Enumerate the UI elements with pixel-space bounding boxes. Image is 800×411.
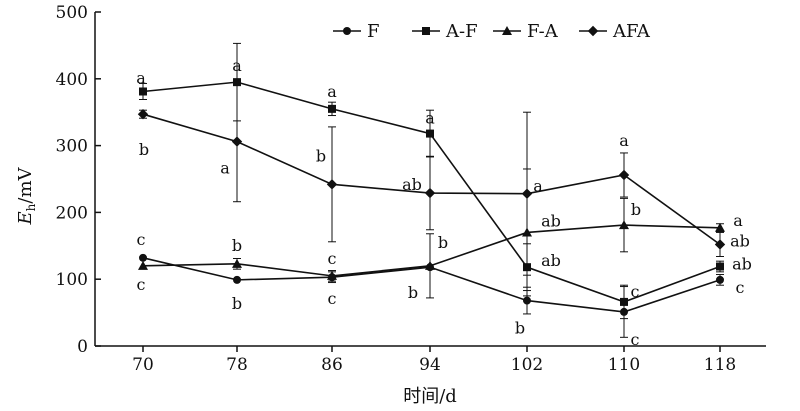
point-a-f-70 xyxy=(139,87,147,96)
sig-label-a-f-110: c xyxy=(631,282,640,301)
sig-label-f-a-110: b xyxy=(631,200,641,219)
sig-label-f-78: b xyxy=(232,294,242,313)
point-a-f-86 xyxy=(328,104,336,113)
x-tick-label-78: 78 xyxy=(226,355,248,375)
x-ticks: 70 78 86 94 102 110 118 xyxy=(132,346,736,375)
sig-label-a-f-102: ab xyxy=(541,251,561,270)
y-tick-label-100: 100 xyxy=(56,270,88,290)
point-f-a-110 xyxy=(619,220,629,230)
point-f-110 xyxy=(620,307,628,316)
legend-marker-a-f xyxy=(422,27,430,35)
y-tick-label-500: 500 xyxy=(56,3,88,23)
sig-label-a-f-118: ab xyxy=(732,255,752,274)
point-f-118 xyxy=(716,275,724,284)
legend-label-f: F xyxy=(367,21,380,42)
legend-label-f-a: F-A xyxy=(527,21,559,42)
sig-label-afa-110: a xyxy=(619,131,629,150)
point-afa-86 xyxy=(326,179,338,190)
point-f-a-102 xyxy=(522,227,532,237)
point-f-a-118 xyxy=(715,222,725,232)
sig-label-f-102: b xyxy=(515,319,525,338)
point-afa-70 xyxy=(137,109,149,120)
sig-label-f-110: c xyxy=(631,330,640,349)
x-tick-label-102: 102 xyxy=(511,355,543,375)
sig-label-f-a-86: c xyxy=(328,289,337,308)
y-ticks: 0 100 200 300 400 500 xyxy=(56,3,101,357)
legend-label-afa: AFA xyxy=(612,21,651,42)
y-tick-label-300: 300 xyxy=(56,137,88,157)
sig-label-a-f-78: a xyxy=(232,56,242,75)
sig-label-f-a-94: b xyxy=(438,233,448,252)
sig-label-afa-118: ab xyxy=(730,231,750,250)
y-axis-title: Eh/mV xyxy=(15,167,38,226)
legend-marker-f-a xyxy=(502,26,512,35)
legend-marker-afa xyxy=(587,25,599,37)
point-a-f-102 xyxy=(523,263,531,272)
point-f-a-78 xyxy=(232,258,242,268)
point-f-a-70 xyxy=(138,260,148,270)
sig-label-f-a-70: c xyxy=(137,275,146,294)
point-afa-78 xyxy=(231,136,243,147)
y-tick-label-0: 0 xyxy=(77,337,88,357)
y-tick-label-400: 400 xyxy=(56,70,88,90)
point-afa-118 xyxy=(714,239,726,250)
x-tick-label-94: 94 xyxy=(419,355,441,375)
point-f-a-86 xyxy=(327,270,337,280)
sig-label-f-a-118: a xyxy=(733,211,743,230)
sig-label-f-86: c xyxy=(328,249,337,268)
sig-label-afa-94: ab xyxy=(402,175,422,194)
x-tick-label-86: 86 xyxy=(321,355,343,375)
svg-text:Eh/mV: Eh/mV xyxy=(15,167,38,226)
point-a-f-110 xyxy=(620,297,628,306)
y-axis-title-sub: h xyxy=(24,203,38,211)
point-f-102 xyxy=(523,296,531,305)
sig-label-afa-70: b xyxy=(139,140,149,159)
y-tick-label-200: 200 xyxy=(56,203,88,223)
point-f-78 xyxy=(233,275,241,284)
sig-label-f-70: c xyxy=(137,230,146,249)
y-axis-title-main: E xyxy=(15,211,36,225)
x-tick-label-118: 118 xyxy=(704,355,736,375)
sig-label-a-f-86: a xyxy=(327,82,337,101)
series-markers xyxy=(137,78,726,316)
sig-label-f-118: c xyxy=(736,278,745,297)
point-f-70 xyxy=(139,253,147,262)
y-axis-title-unit: /mV xyxy=(15,167,36,204)
legend: F A-F F-A AFA xyxy=(333,21,651,42)
x-axis-title: 时间/d xyxy=(403,386,457,407)
sig-label-a-f-70: a xyxy=(136,68,146,87)
sig-label-a-f-94: a xyxy=(425,109,435,128)
point-afa-110 xyxy=(618,169,630,181)
x-tick-label-70: 70 xyxy=(132,355,154,375)
point-afa-94 xyxy=(424,187,436,199)
sig-label-afa-102: a xyxy=(533,177,543,196)
legend-label-a-f: A-F xyxy=(445,21,478,42)
sig-label-f-a-102: ab xyxy=(541,211,561,230)
legend-marker-f xyxy=(343,27,351,35)
sig-label-afa-78: a xyxy=(220,159,230,178)
x-tick-label-110: 110 xyxy=(608,355,640,375)
point-a-f-118 xyxy=(716,262,724,271)
sig-label-f-94: b xyxy=(408,283,418,302)
point-a-f-78 xyxy=(233,78,241,87)
point-afa-102 xyxy=(521,188,533,199)
sig-label-f-a-78: b xyxy=(232,236,242,255)
point-f-a-94 xyxy=(425,260,435,270)
sig-label-afa-86: b xyxy=(316,146,326,165)
point-a-f-94 xyxy=(426,129,434,138)
